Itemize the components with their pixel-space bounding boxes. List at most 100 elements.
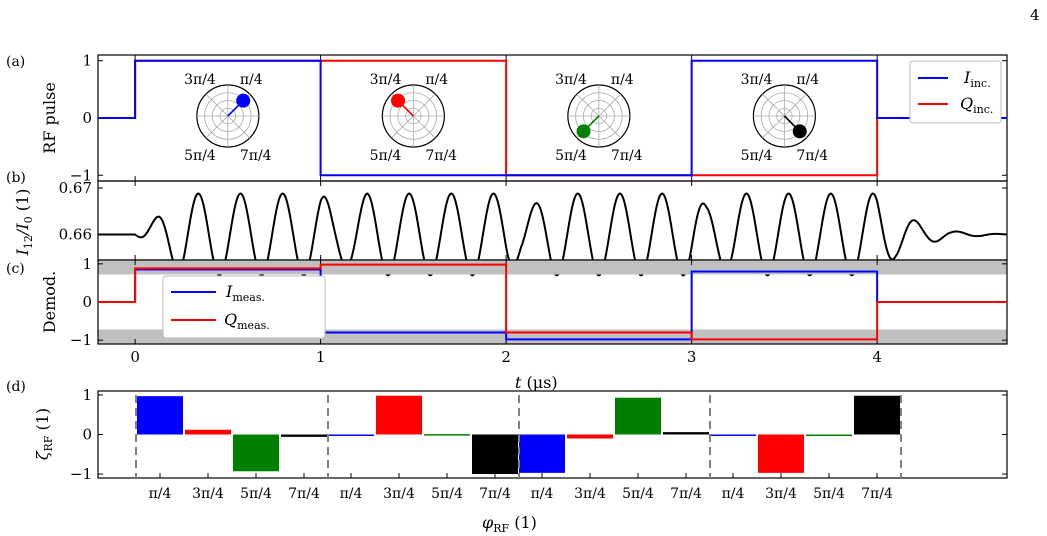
panel-c-ytick-label-0: 1: [82, 255, 92, 273]
polar-inset-0-spoke-7: [227, 115, 251, 139]
bar-group-3-3: [854, 395, 900, 435]
panel-d-xtick-label-2-1: 3π/4: [574, 486, 606, 502]
polar-inset-1-label-0: 3π/4: [370, 72, 402, 88]
panel-c-xlabel: t (μs): [515, 373, 558, 392]
polar-inset-2-label-2: 5π/4: [555, 148, 587, 164]
polar-inset-0-label-2: 5π/4: [184, 148, 216, 164]
polar-inset-0-label-0: 3π/4: [184, 72, 216, 88]
panel-d-xtick-label-0-3: 7π/4: [288, 486, 320, 502]
panel-b-ytick-label-1: 0.66: [59, 225, 92, 243]
polar-inset-1-spoke-5: [391, 115, 414, 139]
panel-a-ytick-label-1: 0: [82, 109, 92, 127]
panel-d-xtick-label-0-0: π/4: [149, 486, 172, 502]
legend-c-label-q: Qmeas.: [224, 310, 270, 332]
panel-c-xtick-label-0: 0: [130, 348, 140, 366]
polar-inset-1-marker: [391, 93, 406, 108]
bar-group-1-0: [328, 434, 374, 436]
panel-a-ytick-label-2: −1: [70, 166, 92, 184]
polar-inset-3-label-2: 5π/4: [741, 148, 773, 164]
panel-c-ylabel: Demod.: [40, 271, 59, 333]
polar-inset-3-spoke-1: [784, 93, 807, 117]
bar-group-0-1: [185, 429, 231, 435]
panel-a-ylabel: RF pulse: [40, 82, 59, 154]
polar-inset-2-spoke-7: [598, 115, 622, 139]
panel-d-xtick-label-3-3: 7π/4: [861, 486, 893, 502]
polar-inset-3-label-1: π/4: [796, 72, 819, 88]
bar-group-3-1: [758, 434, 804, 473]
panel-d-xtick-label-1-0: π/4: [340, 486, 363, 502]
panel-b-frame: [97, 180, 1008, 261]
panel-d-xtick-label-2-3: 7π/4: [670, 486, 702, 502]
panel-a-legend-box: [909, 60, 1002, 124]
polar-inset-0-marker: [236, 93, 251, 108]
panel-label-b: (b): [6, 170, 26, 186]
panel-c-xtick-label-3: 3: [687, 348, 697, 366]
polar-inset-2-spoke-1: [598, 93, 622, 117]
bar-group-2-3: [663, 432, 709, 435]
panel-c-series-q: [98, 263, 1007, 341]
polar-inset-2-spoke-3: [576, 93, 600, 117]
panel-c-xtick-label-2: 2: [501, 348, 511, 366]
bar-group-0-3: [281, 434, 327, 437]
polar-inset-3-spoke-3: [762, 93, 785, 117]
polar-inset-0-spoke-3: [205, 93, 229, 117]
panel-label-a: (a): [6, 54, 25, 70]
panel-d-xtick-label-0-2: 5π/4: [240, 486, 272, 502]
panel-d-ticks: 1 0 −1 π/4 3π/4 5π/4 7π/4 π/4 3π/4 5π/4 7π/4 π/4 3π/…: [70, 386, 1007, 502]
legend-a-label-q: Qinc.: [960, 94, 993, 116]
panel-d-xtick-label-3-2: 5π/4: [813, 486, 845, 502]
panel-d-xtick-label-2-0: π/4: [531, 486, 554, 502]
panel-d-xtick-label-3-0: π/4: [722, 486, 745, 502]
panel-a-legend: Iinc. Qinc.: [909, 60, 1002, 124]
legend-c-label-i: Imeas.: [225, 282, 265, 304]
panel-c-demod: 1 0 −1 0 1 2 3 4 Demod. t (μs) Imeas. Qmeas.: [40, 255, 1008, 392]
panel-a-series-i: [98, 59, 1007, 177]
bar-group-0-0: [137, 396, 183, 435]
bar-group-3-2: [806, 434, 852, 436]
polar-inset-1-label-1: π/4: [425, 72, 448, 88]
panel-c-series: [98, 263, 1007, 341]
panel-b-y-ticks: 0.67 0.66: [59, 179, 1007, 260]
polar-inset-1-spoke-7: [413, 115, 436, 139]
panel-a-rf-pulse: 1 0 −1 3π/4 π/4 5π/4 7π/4 3π/4 π/4 5π/4 7π/4 3π/4 π…: [40, 52, 1008, 184]
panel-d-ytick-label-1: 0: [82, 426, 92, 444]
panel-d-xlabel: φRF (1): [482, 513, 537, 535]
panel-c-ticks: 1 0 −1 0 1 2 3 4: [70, 255, 1007, 366]
polar-inset-3-label-3: 7π/4: [796, 148, 828, 164]
polar-inset-2-label-0: 3π/4: [555, 72, 587, 88]
polar-inset-0-label-3: 7π/4: [240, 148, 272, 164]
legend-a-label-i: Iinc.: [963, 68, 991, 90]
polar-inset-0-spoke-5: [205, 115, 229, 139]
bar-group-1-1: [376, 395, 422, 435]
panel-d-xtick-label-1-2: 5π/4: [431, 486, 463, 502]
panel-c-ytick-label-2: −1: [70, 331, 92, 349]
panel-c-ytick-label-1: 0: [82, 293, 92, 311]
panel-label-d: (d): [6, 379, 26, 395]
panel-d-ytick-label-0: 1: [82, 386, 92, 404]
panel-d-xtick-label-1-3: 7π/4: [479, 486, 511, 502]
panel-d-bar-marks: [135, 395, 902, 478]
bar-group-0-2: [233, 434, 279, 472]
panel-d-xtick-label-0-1: 3π/4: [192, 486, 224, 502]
panel-d-xtick-label-1-1: 3π/4: [383, 486, 415, 502]
panel-b-ylabel: I12/I0 (1): [13, 189, 35, 257]
bar-group-3-0: [710, 434, 756, 436]
polar-inset-2-label-3: 7π/4: [611, 148, 643, 164]
panel-c-legend: Imeas. Qmeas.: [162, 275, 326, 339]
panel-c-xtick-label-4: 4: [872, 348, 882, 366]
bar-group-1-2: [424, 434, 470, 436]
panel-d-bars: 1 0 −1 π/4 3π/4 5π/4 7π/4 π/4 3π/4 5π/4 7π/4 π/4 3π/…: [33, 386, 1008, 535]
page-number: 4: [1030, 6, 1040, 24]
bar-group-2-2: [615, 397, 661, 435]
bar-group-2-0: [519, 434, 565, 473]
polar-inset-1-spoke-1: [413, 93, 436, 117]
polar-inset-2-label-1: π/4: [611, 72, 634, 88]
polar-inset-1-label-2: 5π/4: [370, 148, 402, 164]
panel-b-ytick-label-0: 0.67: [59, 179, 92, 197]
polar-inset-2-marker: [576, 124, 591, 139]
panel-label-c: (c): [6, 261, 25, 277]
polar-inset-3-label-0: 3π/4: [741, 72, 773, 88]
polar-inset-1-label-3: 7π/4: [425, 148, 457, 164]
bar-group-1-3: [472, 434, 518, 475]
